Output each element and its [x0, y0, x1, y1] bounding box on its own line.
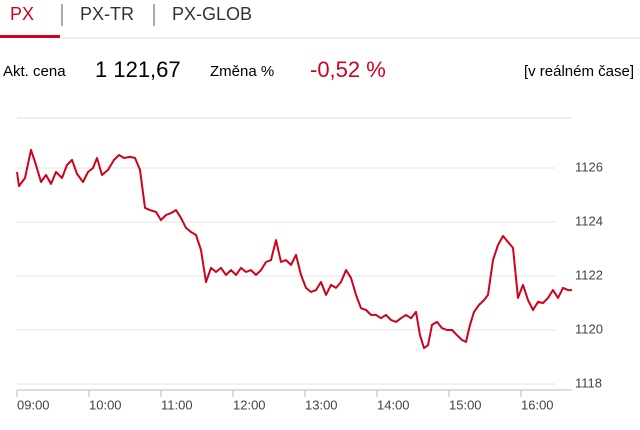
x-tick-label: 15:00: [449, 397, 482, 412]
y-tick-label: 1126: [575, 159, 603, 174]
price-line: [16, 148, 572, 350]
price-label: Akt. cena: [3, 63, 66, 80]
x-tick-label: 09:00: [17, 397, 50, 412]
y-tick-label: 1120: [575, 321, 603, 336]
x-tick-label: 16:00: [521, 397, 554, 412]
y-tick-label: 1118: [575, 375, 602, 390]
x-tick-label: 10:00: [89, 397, 122, 412]
x-tick-label: 11:00: [161, 397, 193, 412]
tab-underline: [0, 35, 60, 38]
x-tick-label: 12:00: [233, 397, 266, 412]
tab[interactable]: PX-TR: [80, 4, 134, 24]
change-label: Změna %: [210, 63, 274, 80]
tab-active[interactable]: PX: [10, 4, 34, 24]
price: 1 121,67: [95, 57, 181, 82]
y-tick-label: 1124: [575, 213, 603, 228]
y-tick-label: 1122: [575, 267, 603, 282]
mode: [v reálném čase]: [524, 63, 634, 80]
x-tick-label: 14:00: [377, 397, 410, 412]
x-tick-label: 13:00: [305, 397, 338, 412]
change: -0,52 %: [310, 57, 386, 82]
tab[interactable]: PX-GLOB: [172, 4, 252, 24]
